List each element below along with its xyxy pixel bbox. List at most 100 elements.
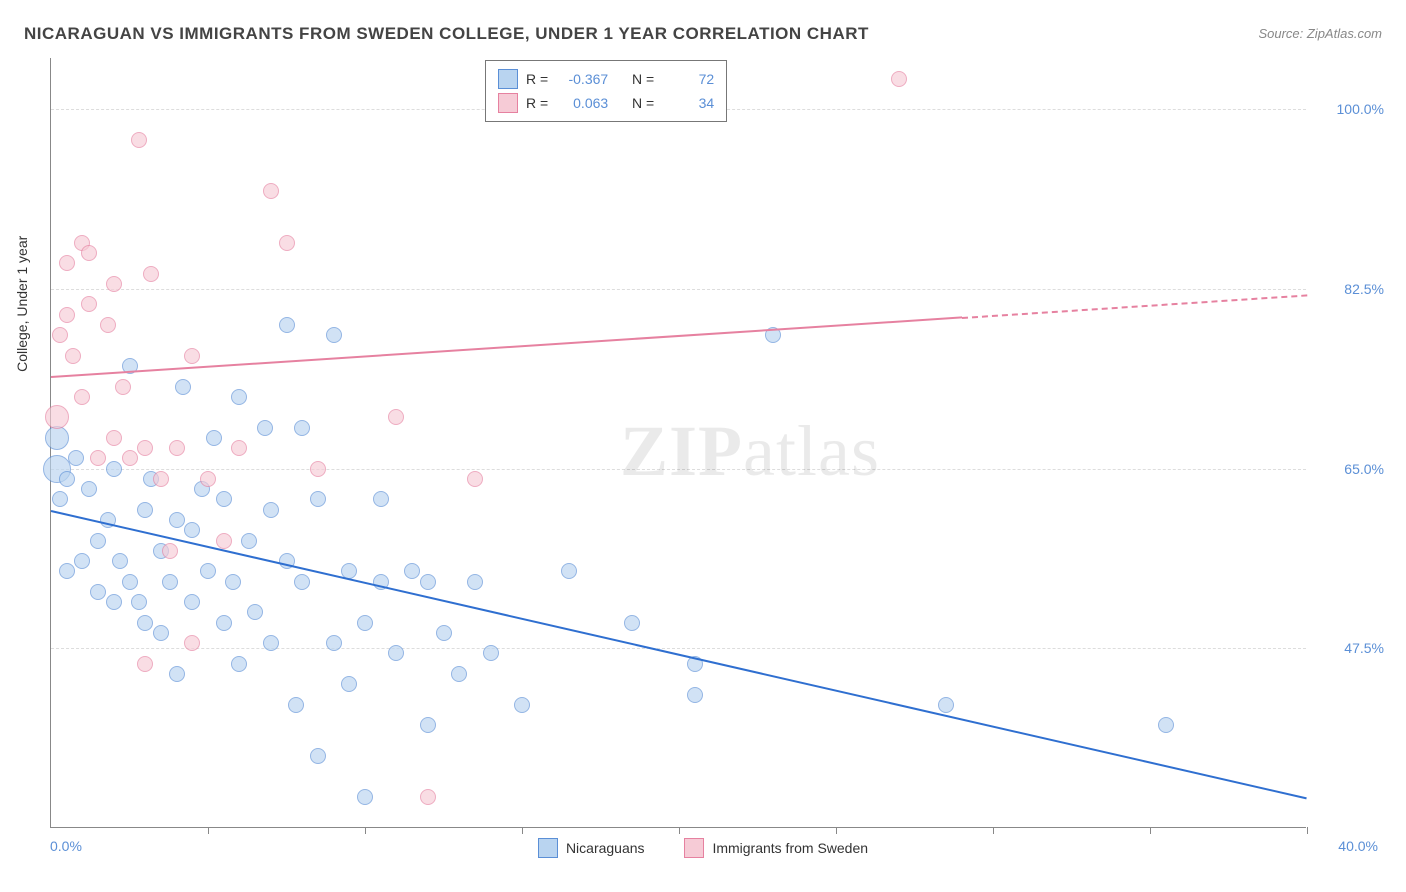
x-tick — [365, 827, 366, 834]
x-tick — [836, 827, 837, 834]
trend-line — [51, 317, 962, 379]
y-tick-label: 47.5% — [1344, 640, 1384, 656]
scatter-point — [467, 471, 483, 487]
scatter-point — [184, 522, 200, 538]
scatter-point — [216, 491, 232, 507]
scatter-point — [59, 307, 75, 323]
gridline — [51, 289, 1306, 290]
scatter-point — [200, 471, 216, 487]
scatter-point — [483, 645, 499, 661]
x-tick — [993, 827, 994, 834]
scatter-point — [131, 594, 147, 610]
scatter-point — [106, 594, 122, 610]
scatter-point — [169, 440, 185, 456]
scatter-point — [90, 533, 106, 549]
scatter-point — [1158, 717, 1174, 733]
n-label: N = — [632, 91, 654, 115]
scatter-point — [467, 574, 483, 590]
source-attribution: Source: ZipAtlas.com — [1258, 26, 1382, 41]
scatter-point — [404, 563, 420, 579]
scatter-point — [112, 553, 128, 569]
chart-title: NICARAGUAN VS IMMIGRANTS FROM SWEDEN COL… — [24, 24, 869, 44]
scatter-point — [169, 512, 185, 528]
scatter-point — [388, 645, 404, 661]
scatter-point — [938, 697, 954, 713]
scatter-point — [81, 296, 97, 312]
scatter-point — [420, 789, 436, 805]
scatter-point — [59, 471, 75, 487]
scatter-point — [131, 132, 147, 148]
legend-label-1: Nicaraguans — [566, 840, 645, 856]
scatter-point — [561, 563, 577, 579]
scatter-point — [106, 430, 122, 446]
scatter-point — [175, 379, 191, 395]
r-value-1: -0.367 — [556, 67, 608, 91]
scatter-point — [100, 317, 116, 333]
correlation-legend: R = -0.367 N = 72 R = 0.063 N = 34 — [485, 60, 727, 122]
scatter-point — [231, 440, 247, 456]
scatter-point — [184, 635, 200, 651]
swatch-series-1-bottom — [538, 838, 558, 858]
scatter-point — [106, 276, 122, 292]
legend-item-2: Immigrants from Sweden — [684, 838, 868, 858]
scatter-point — [74, 389, 90, 405]
scatter-point — [357, 615, 373, 631]
watermark-bold: ZIP — [620, 411, 743, 491]
scatter-point — [388, 409, 404, 425]
scatter-point — [420, 574, 436, 590]
scatter-point — [373, 491, 389, 507]
scatter-point — [65, 348, 81, 364]
scatter-point — [52, 327, 68, 343]
n-label: N = — [632, 67, 654, 91]
scatter-point — [216, 615, 232, 631]
scatter-point — [169, 666, 185, 682]
scatter-point — [247, 604, 263, 620]
y-axis-title: College, Under 1 year — [14, 236, 30, 372]
scatter-point — [310, 491, 326, 507]
scatter-point — [263, 183, 279, 199]
x-tick — [1150, 827, 1151, 834]
scatter-point — [52, 491, 68, 507]
scatter-point — [162, 574, 178, 590]
scatter-point — [231, 389, 247, 405]
x-tick — [1307, 827, 1308, 834]
y-tick-label: 82.5% — [1344, 281, 1384, 297]
n-value-1: 72 — [662, 67, 714, 91]
scatter-point — [143, 266, 159, 282]
scatter-point — [162, 543, 178, 559]
bottom-legend: Nicaraguans Immigrants from Sweden — [0, 838, 1406, 861]
scatter-point — [81, 481, 97, 497]
x-tick — [208, 827, 209, 834]
scatter-point — [891, 71, 907, 87]
watermark: ZIPatlas — [620, 410, 880, 493]
scatter-point — [216, 533, 232, 549]
watermark-light: atlas — [743, 411, 880, 491]
scatter-point — [687, 687, 703, 703]
scatter-point — [200, 563, 216, 579]
n-value-2: 34 — [662, 91, 714, 115]
scatter-point — [294, 574, 310, 590]
x-tick — [522, 827, 523, 834]
scatter-point — [341, 676, 357, 692]
scatter-point — [451, 666, 467, 682]
trend-line — [962, 294, 1308, 319]
swatch-series-2 — [498, 93, 518, 113]
scatter-point — [90, 450, 106, 466]
scatter-point — [310, 461, 326, 477]
scatter-point — [59, 255, 75, 271]
scatter-point — [74, 553, 90, 569]
scatter-point — [106, 461, 122, 477]
scatter-point — [294, 420, 310, 436]
swatch-series-1 — [498, 69, 518, 89]
scatter-point — [153, 471, 169, 487]
scatter-point — [59, 563, 75, 579]
y-tick-label: 65.0% — [1344, 461, 1384, 477]
scatter-point — [357, 789, 373, 805]
scatter-point — [624, 615, 640, 631]
scatter-point — [115, 379, 131, 395]
scatter-point — [288, 697, 304, 713]
swatch-series-2-bottom — [684, 838, 704, 858]
scatter-point — [45, 405, 69, 429]
legend-item-1: Nicaraguans — [538, 838, 645, 858]
scatter-point — [153, 625, 169, 641]
